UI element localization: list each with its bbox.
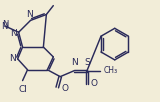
Text: O: O xyxy=(91,79,98,88)
Text: N: N xyxy=(9,54,16,63)
Text: CH₃: CH₃ xyxy=(104,66,118,75)
Text: O: O xyxy=(61,84,68,93)
Text: N: N xyxy=(3,20,9,29)
Text: Cl: Cl xyxy=(18,85,27,94)
Text: S: S xyxy=(84,58,90,67)
Text: N: N xyxy=(71,58,77,67)
Text: N: N xyxy=(2,22,8,31)
Text: N: N xyxy=(10,29,17,38)
Text: N: N xyxy=(26,10,33,19)
